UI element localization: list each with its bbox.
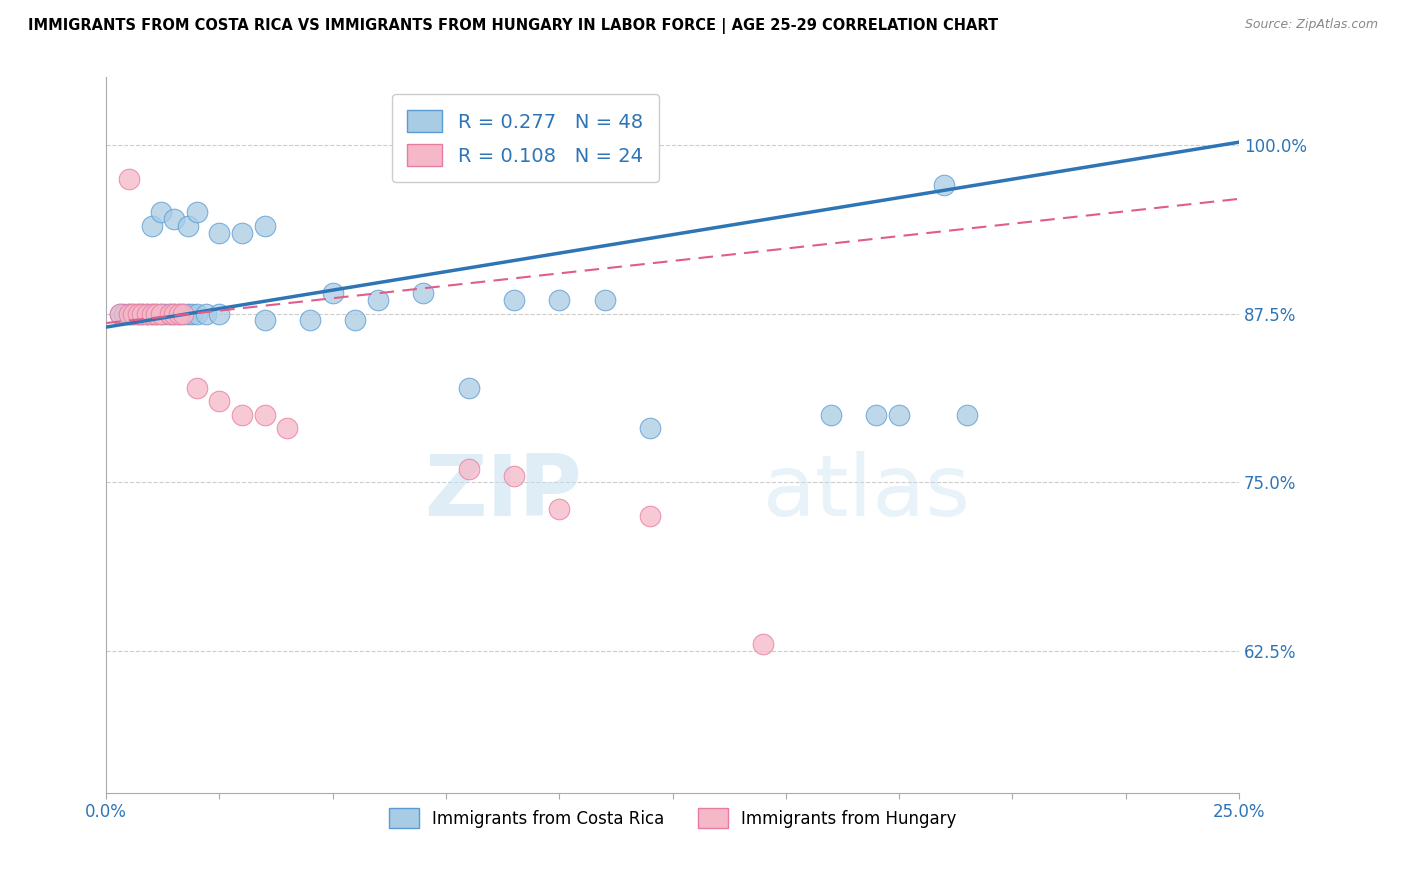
Text: Source: ZipAtlas.com: Source: ZipAtlas.com — [1244, 18, 1378, 31]
Point — [159, 307, 181, 321]
Text: ZIP: ZIP — [425, 450, 582, 533]
Point — [253, 313, 276, 327]
Text: IMMIGRANTS FROM COSTA RICA VS IMMIGRANTS FROM HUNGARY IN LABOR FORCE | AGE 25-29: IMMIGRANTS FROM COSTA RICA VS IMMIGRANTS… — [28, 18, 998, 34]
Point — [172, 307, 194, 321]
Point — [141, 307, 163, 321]
Point — [149, 307, 172, 321]
Point — [344, 313, 367, 327]
Point — [122, 307, 145, 321]
Point — [145, 307, 167, 321]
Point — [108, 307, 131, 321]
Point — [208, 394, 231, 409]
Point — [172, 307, 194, 321]
Point — [177, 219, 200, 233]
Point — [149, 205, 172, 219]
Point — [503, 468, 526, 483]
Point — [638, 421, 661, 435]
Point — [163, 307, 186, 321]
Point — [548, 502, 571, 516]
Point — [299, 313, 322, 327]
Point — [194, 307, 217, 321]
Point — [186, 307, 208, 321]
Point — [167, 307, 190, 321]
Point — [253, 219, 276, 233]
Point — [141, 307, 163, 321]
Point — [956, 408, 979, 422]
Point — [253, 408, 276, 422]
Point — [865, 408, 887, 422]
Point — [276, 421, 298, 435]
Point — [153, 307, 176, 321]
Point — [367, 293, 389, 307]
Point — [177, 307, 200, 321]
Point — [167, 307, 190, 321]
Point — [149, 307, 172, 321]
Point — [231, 226, 253, 240]
Point — [457, 462, 479, 476]
Point — [163, 212, 186, 227]
Point — [457, 381, 479, 395]
Point — [112, 307, 135, 321]
Point — [127, 307, 149, 321]
Point — [638, 508, 661, 523]
Point — [887, 408, 910, 422]
Point — [208, 226, 231, 240]
Point — [108, 307, 131, 321]
Point — [131, 307, 153, 321]
Point — [208, 307, 231, 321]
Point — [503, 293, 526, 307]
Point — [122, 307, 145, 321]
Point — [141, 219, 163, 233]
Point — [322, 286, 344, 301]
Point — [159, 307, 181, 321]
Point — [934, 178, 956, 193]
Point — [163, 307, 186, 321]
Point — [127, 307, 149, 321]
Point — [131, 307, 153, 321]
Point — [412, 286, 434, 301]
Point — [820, 408, 842, 422]
Point — [118, 307, 141, 321]
Point — [118, 171, 141, 186]
Point — [186, 381, 208, 395]
Point — [118, 307, 141, 321]
Point — [136, 307, 159, 321]
Text: atlas: atlas — [763, 450, 972, 533]
Point — [136, 307, 159, 321]
Point — [181, 307, 204, 321]
Point — [548, 293, 571, 307]
Point — [145, 307, 167, 321]
Point — [752, 637, 775, 651]
Point — [593, 293, 616, 307]
Point — [231, 408, 253, 422]
Point — [186, 205, 208, 219]
Legend: Immigrants from Costa Rica, Immigrants from Hungary: Immigrants from Costa Rica, Immigrants f… — [382, 802, 963, 834]
